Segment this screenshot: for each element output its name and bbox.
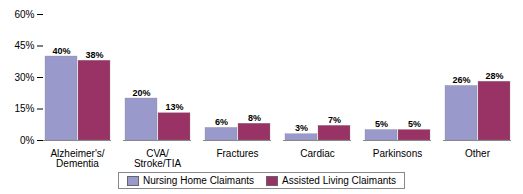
svg-text:7%: 7% xyxy=(328,115,341,125)
html-text:Assisted Living Claimants: Assisted Living Claimants xyxy=(282,175,396,186)
svg-text:5%: 5% xyxy=(375,119,388,129)
svg-text:Other: Other xyxy=(465,148,491,159)
svg-text:8%: 8% xyxy=(248,113,261,123)
svg-text:45%: 45% xyxy=(14,40,34,51)
svg-text:Cardiac: Cardiac xyxy=(300,148,334,159)
svg-text:28%: 28% xyxy=(485,71,503,81)
svg-text:Fractures: Fractures xyxy=(216,148,258,159)
svg-text:5%: 5% xyxy=(408,119,421,129)
svg-text:15%: 15% xyxy=(14,103,34,114)
svg-text:Parkinsons: Parkinsons xyxy=(373,148,422,159)
svg-text:30%: 30% xyxy=(14,72,34,83)
svg-text:40%: 40% xyxy=(52,46,70,56)
html-text:Nursing Home Claimants: Nursing Home Claimants xyxy=(143,175,255,186)
svg-text:3%: 3% xyxy=(295,123,308,133)
svg-text:0%: 0% xyxy=(20,135,35,146)
svg-text:6%: 6% xyxy=(215,117,228,127)
svg-text:20%: 20% xyxy=(132,88,150,98)
svg-text:60%: 60% xyxy=(14,9,34,20)
svg-text:13%: 13% xyxy=(165,102,183,112)
svg-text:CVA/Stroke/TIA: CVA/Stroke/TIA xyxy=(134,148,182,169)
svg-text:Alzheimer's/Dementia: Alzheimer's/Dementia xyxy=(50,148,104,169)
svg-text:26%: 26% xyxy=(452,75,470,85)
svg-text:38%: 38% xyxy=(85,50,103,60)
